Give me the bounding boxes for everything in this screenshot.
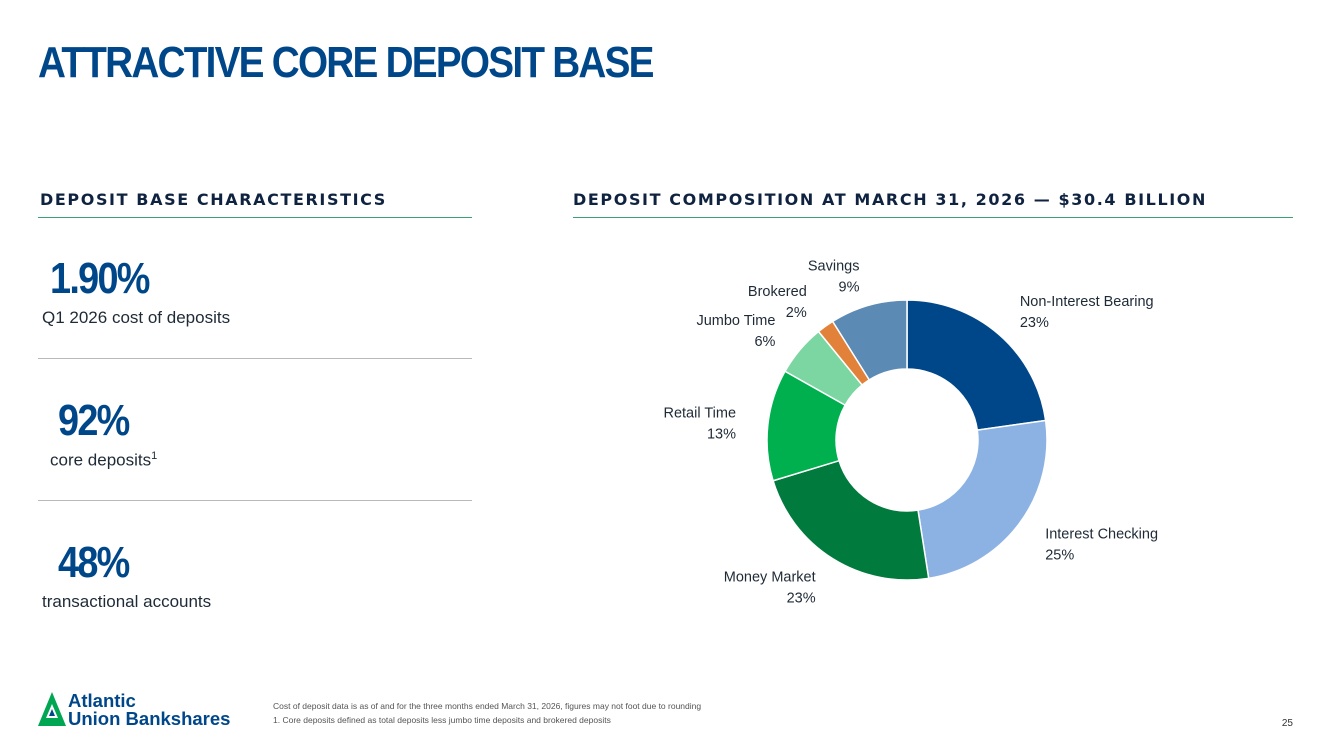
footnote-1: Cost of deposit data is as of and for th… (273, 701, 702, 711)
slice-label-jumbo-time: Jumbo Time (696, 313, 775, 329)
donut-slices (766, 299, 1048, 581)
stat-divider (38, 500, 472, 501)
slice-non-interest-bearing (906, 299, 1047, 431)
slice-value-jumbo-time: 6% (754, 334, 775, 350)
slice-value-non-interest-bearing: 23% (1020, 315, 1049, 331)
stat-value-transactional-accounts: 48% (58, 538, 130, 587)
heading-rule-right (573, 217, 1293, 218)
slice-label-interest-checking: Interest Checking (1045, 526, 1158, 542)
stat-caption-cost-of-deposits: Q1 2026 cost of deposits (42, 308, 231, 327)
heading-rule-left (38, 217, 472, 218)
donut-chart: Non-Interest Bearing 23% Interest Checking… (663, 259, 1158, 607)
slice-label-retail-time: Retail Time (663, 405, 736, 421)
donut-labels: Non-Interest Bearing 23% Interest Checking… (663, 259, 1158, 607)
company-logo-text: Atlantic Union Bankshares (68, 690, 231, 729)
logo-line-2: Union Bankshares (68, 708, 231, 729)
slice-value-brokered: 2% (786, 305, 807, 321)
slice-savings (831, 299, 908, 381)
slice-value-money-market: 23% (787, 591, 816, 607)
slice-label-non-interest-bearing: Non-Interest Bearing (1020, 294, 1154, 310)
stat-value-core-deposits: 92% (58, 396, 130, 445)
page-number: 25 (1281, 718, 1293, 729)
stat-caption-core-deposits: core deposits1 (50, 450, 157, 471)
logo-line-1: Atlantic (68, 690, 136, 711)
triangle-logo-icon (38, 692, 66, 726)
stat-value-cost-of-deposits: 1.90% (50, 254, 150, 303)
slice-value-retail-time: 13% (707, 426, 736, 442)
slice-label-savings: Savings (808, 259, 860, 275)
slice-value-savings: 9% (839, 280, 860, 296)
slice-money-market (772, 459, 930, 581)
section-heading-characteristics: DEPOSIT BASE CHARACTERISTICS (40, 190, 387, 209)
page-title: ATTRACTIVE CORE DEPOSIT BASE (38, 38, 655, 87)
slice-interest-checking (917, 419, 1048, 580)
slice-value-interest-checking: 25% (1045, 547, 1074, 563)
stat-caption-core-deposits-text: core deposits (50, 450, 152, 470)
footnote-marker: 1 (151, 450, 158, 462)
footnote-2: 1. Core deposits defined as total deposi… (273, 715, 611, 725)
slice-label-money-market: Money Market (724, 570, 816, 586)
stat-divider (38, 358, 472, 359)
slice-label-brokered: Brokered (748, 284, 807, 300)
section-heading-composition: DEPOSIT COMPOSITION AT MARCH 31, 2026 — … (573, 190, 1208, 209)
stat-caption-transactional-accounts: transactional accounts (42, 592, 212, 611)
